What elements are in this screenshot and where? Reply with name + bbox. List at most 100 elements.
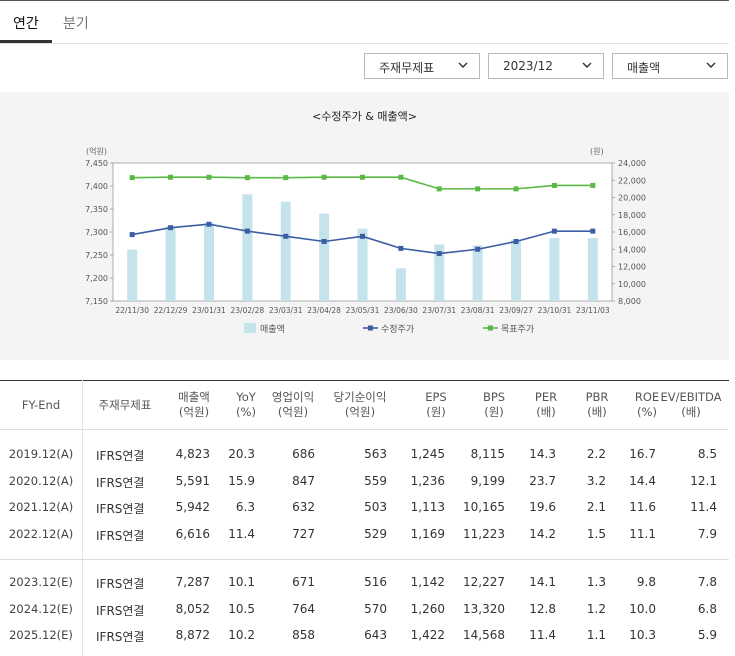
left-tick-label: 7,250 <box>85 251 108 260</box>
point-target-price <box>551 182 557 188</box>
estimate-row-value: 10.5 <box>228 601 255 616</box>
bar-revenue <box>587 237 598 301</box>
actual-row-fy-label: 2020.12(A) <box>8 473 74 488</box>
estimate-row-value: 1.2 <box>586 601 606 616</box>
period-tabs: 연간 분기 <box>0 0 729 44</box>
actual-row-statement: IFRS연결 <box>96 528 145 543</box>
table-header-label: FY-End <box>21 398 61 412</box>
table-header-label: 영업이익 <box>271 390 315 404</box>
actual-row-value: 5,942 <box>175 500 210 514</box>
estimate-row-value: 12,227 <box>463 575 505 589</box>
right-tick-label: 14,000 <box>618 245 646 254</box>
x-tick-label: 23/07/31 <box>422 306 456 315</box>
right-tick-label: 18,000 <box>618 211 646 220</box>
actual-row-value: 7.9 <box>697 526 717 541</box>
table-header-unit: (%) <box>236 405 256 419</box>
statement-select[interactable]: 주재무제표 <box>364 53 480 79</box>
actual-row-value: 14.2 <box>529 526 556 541</box>
actual-row-value: 5,591 <box>175 473 210 488</box>
table-header-label: PER <box>534 390 558 404</box>
actual-row-value: 11.1 <box>629 526 656 541</box>
actual-row-fy-label: 2021.12(A) <box>8 500 74 514</box>
point-target-price <box>168 174 174 180</box>
point-target-price <box>206 174 212 180</box>
point-adjusted-price <box>551 228 557 234</box>
metric-select-value: 매출액 <box>627 61 661 75</box>
estimate-row-value: 1.3 <box>586 575 606 589</box>
period-select[interactable]: 2023/12 <box>488 53 604 79</box>
table-header-label: 주재무제표 <box>98 398 152 412</box>
actual-row-value: 16.7 <box>629 447 656 461</box>
left-tick-label: 7,150 <box>85 297 108 306</box>
bar-revenue <box>511 239 522 301</box>
x-tick-label: 23/10/31 <box>538 306 572 315</box>
bar-revenue <box>242 194 253 301</box>
table-header-divider <box>0 429 729 430</box>
bar-revenue <box>357 228 368 301</box>
right-tick-label: 16,000 <box>618 228 646 237</box>
tab-annual[interactable]: 연간 <box>13 16 39 32</box>
estimate-row-value: 11.4 <box>529 628 556 642</box>
x-tick-label: 23/02/28 <box>231 306 265 315</box>
estimate-row-value: 14.1 <box>529 575 556 589</box>
chevron-down-icon <box>582 62 592 68</box>
table-top-border <box>0 380 729 381</box>
actual-row-value: 847 <box>292 473 315 488</box>
metric-select[interactable]: 매출액 <box>612 53 728 79</box>
table-header-unit: (억원) <box>178 405 210 419</box>
estimate-row-statement: IFRS연결 <box>96 630 145 644</box>
estimate-row-fy-label: 2024.12(E) <box>9 601 73 616</box>
table-header-7: BPS (원) <box>449 390 539 420</box>
point-adjusted-price <box>283 233 289 239</box>
right-axis-unit: (원) <box>590 147 604 156</box>
actual-row-value: 3.2 <box>586 473 606 488</box>
point-target-price <box>244 175 250 181</box>
estimate-row-value: 10.2 <box>228 628 255 642</box>
estimate-row-value: 9.8 <box>636 575 656 589</box>
point-target-price <box>436 186 442 192</box>
actual-row-value: 1,245 <box>410 447 445 461</box>
estimate-row-value: 7,287 <box>175 575 210 589</box>
estimate-row-value: 1,142 <box>410 575 445 589</box>
actual-row-value: 20.3 <box>228 447 255 461</box>
estimate-row-value: 8,052 <box>175 601 210 616</box>
chart-title: <수정주가 & 매출액> <box>312 110 417 123</box>
right-tick-label: 12,000 <box>618 263 646 272</box>
table-header-unit: (배) <box>681 405 701 419</box>
period-select-value: 2023/12 <box>503 59 553 73</box>
right-tick-label: 22,000 <box>618 176 646 185</box>
legend-marker-target-price <box>488 325 493 331</box>
table-header-unit: (%) <box>637 405 657 419</box>
actual-row-fy-label: 2019.12(A) <box>8 447 74 461</box>
table-header-4: 영업이익 (억원) <box>248 390 338 420</box>
actual-row-value: 23.7 <box>529 473 556 488</box>
actual-row-statement: IFRS연결 <box>96 449 145 463</box>
table-header-unit: (배) <box>587 405 607 419</box>
left-tick-label: 7,450 <box>85 159 108 168</box>
estimate-row-value: 516 <box>364 575 387 589</box>
estimate-row-value: 14,568 <box>463 628 505 642</box>
table-header-11: EV/EBITDA (배) <box>646 390 735 420</box>
table-header-label: EV/EBITDA <box>660 390 722 404</box>
table-header-1: 주재무제표 <box>80 398 170 413</box>
bar-revenue <box>127 249 138 301</box>
table-header-10: ROE (%) <box>602 390 692 420</box>
tab-quarterly[interactable]: 분기 <box>63 16 89 32</box>
table-header-5: 당기순이익 (억원) <box>315 390 405 420</box>
bar-revenue <box>203 222 214 301</box>
table-header-8: PER (배) <box>501 390 591 420</box>
bar-revenue <box>280 201 291 301</box>
actual-row-value: 11.6 <box>629 500 656 514</box>
bar-revenue <box>165 226 176 301</box>
x-tick-label: 23/06/30 <box>384 306 418 315</box>
bar-revenue <box>472 245 483 301</box>
statement-select-value: 주재무제표 <box>379 61 435 75</box>
actual-row-value: 1,113 <box>410 500 445 514</box>
actual-row-value: 9,199 <box>470 473 505 488</box>
point-target-price <box>398 174 404 180</box>
actual-row-value: 11.4 <box>228 526 255 541</box>
x-tick-label: 23/11/03 <box>576 306 610 315</box>
point-target-price <box>590 182 596 188</box>
legend-label-revenue: 매출액 <box>260 323 285 335</box>
actual-row-value: 1,236 <box>410 473 445 488</box>
